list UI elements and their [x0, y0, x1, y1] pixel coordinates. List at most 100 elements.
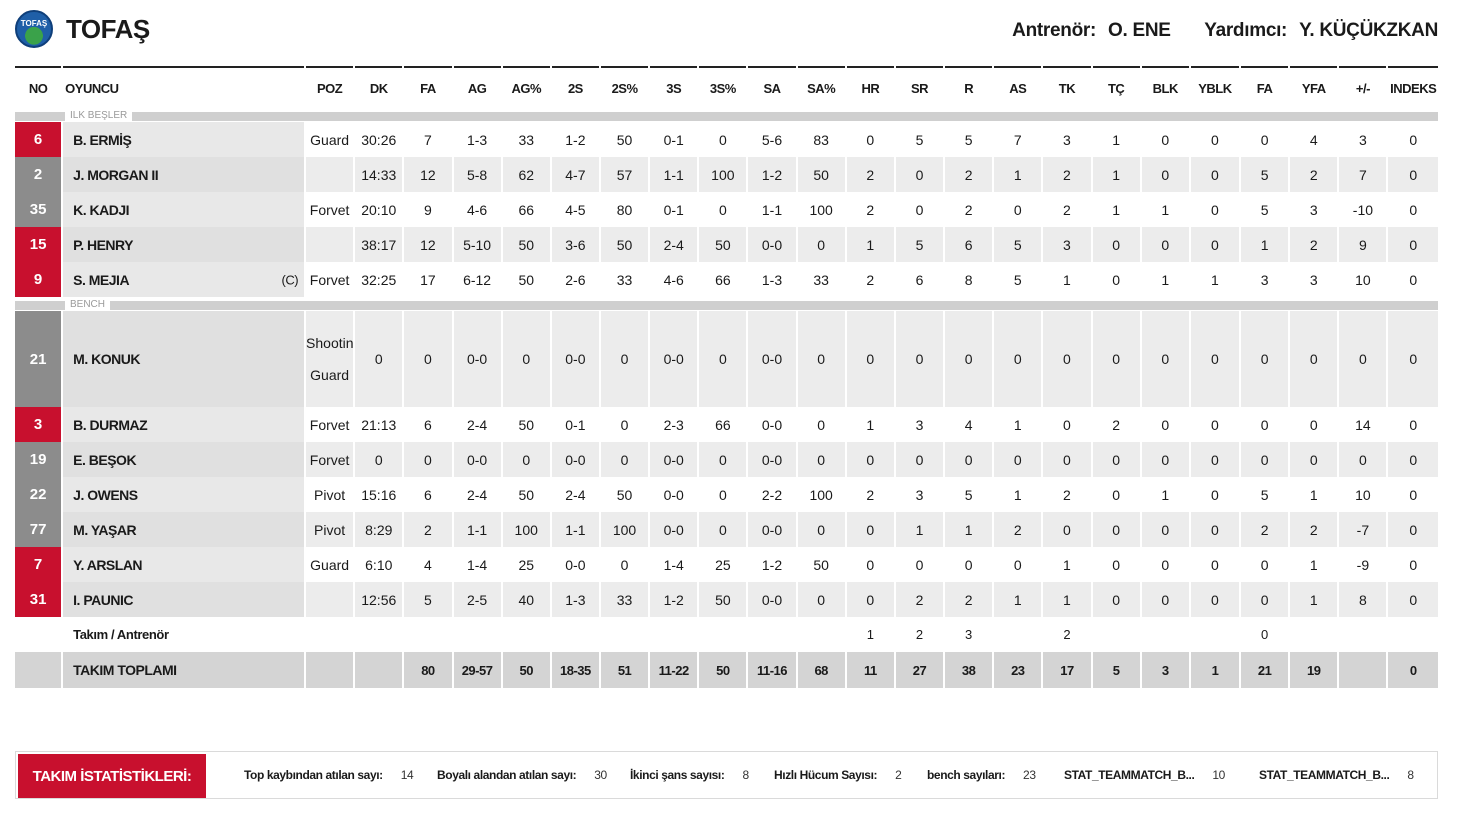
player-row[interactable]: 22 J. OWENS Pivot 15:16 6 2-4 50 2-4 50 0-0 0 2-2 10… [15, 477, 1438, 512]
player-position: Pivot [306, 512, 354, 547]
team-stat-label: STAT_TEAMMATCH_B... [1259, 768, 1390, 782]
stat-cell: 0 [1092, 547, 1140, 582]
column-header: SA [748, 66, 796, 108]
stat-cell: 0-0 [551, 311, 599, 407]
stat-cell: 0-0 [453, 442, 501, 477]
stat-cell: 21:13 [355, 407, 403, 442]
player-name[interactable]: Y. ARSLAN [63, 547, 305, 582]
total-cell [355, 652, 403, 688]
jersey-number: 15 [15, 227, 62, 262]
player-row[interactable]: 7 Y. ARSLAN Guard 6:10 4 1-4 25 0-0 0 1-4 25 1-2 50 0… [15, 547, 1438, 582]
stat-cell: 6-12 [453, 262, 501, 297]
column-header: TK [1043, 66, 1091, 108]
team-total-row: TAKIM TOPLAMI 80 29-57 50 18-35 51 11-22 50 11-1… [15, 652, 1438, 688]
coach-label: Antrenör: [1012, 20, 1097, 41]
player-row[interactable]: 2 J. MORGAN II 14:33 12 5-8 62 4-7 57 1-1 100 1-2 5… [15, 157, 1438, 192]
total-cell: 11-22 [650, 652, 698, 688]
stat-cell: 5 [945, 122, 993, 157]
section-label: BENCH [65, 297, 111, 311]
stat-cell: 2 [1290, 512, 1338, 547]
stat-cell: 1 [1043, 582, 1091, 617]
stat-cell: 2 [1043, 477, 1091, 512]
stat-cell: 6 [895, 262, 944, 297]
stat-cell: 0 [1190, 122, 1240, 157]
stat-cell: 2 [1043, 157, 1091, 192]
stat-cell: 3 [1043, 227, 1091, 262]
stat-cell: 0 [1339, 442, 1387, 477]
stat-cell: 50 [502, 407, 550, 442]
stat-cell: 0 [797, 512, 845, 547]
player-row[interactable]: 31 I. PAUNIC 12:56 5 2-5 40 1-3 33 1-2 50 0-0 0 0 2 2 1… [15, 582, 1438, 617]
stat-cell: 2-6 [551, 262, 599, 297]
player-name[interactable]: E. BEŞOK [63, 442, 305, 477]
stat-cell: 0-0 [748, 442, 796, 477]
stat-cell: 1 [1241, 227, 1289, 262]
stat-cell: 0 [600, 407, 649, 442]
stat-cell: 2 [1241, 512, 1289, 547]
stat-cell [1339, 617, 1386, 652]
stat-cell: 1 [1092, 192, 1140, 227]
stat-cell: 3 [895, 407, 944, 442]
player-name[interactable]: K. KADJI [63, 192, 305, 227]
stat-cell: 0-0 [650, 311, 698, 407]
player-name[interactable]: S. MEJIA (C) [63, 262, 305, 297]
stat-cell: 0 [1388, 311, 1438, 407]
player-row[interactable]: 35 K. KADJI Forvet 20:10 9 4-6 66 4-5 80 0-1 0 1-1 1… [15, 192, 1438, 227]
player-row[interactable]: 9 S. MEJIA (C) Forvet 32:25 17 6-12 50 2-6 33 4-6 6… [15, 262, 1438, 297]
stat-cell: 9 [1339, 227, 1387, 262]
stat-cell: 50 [797, 157, 845, 192]
stat-cell: 50 [502, 262, 550, 297]
player-row[interactable]: 6 B. ERMİŞ Guard 30:26 7 1-3 33 1-2 50 0-1 0 5-6 83 0… [15, 122, 1438, 157]
player-row[interactable]: 77 M. YAŞAR Pivot 8:29 2 1-1 100 1-1 100 0-0 0 0-0 0… [15, 512, 1438, 547]
stat-cell [748, 617, 795, 652]
stat-cell: 0 [1260, 627, 1269, 642]
stat-cell: 0 [1241, 122, 1289, 157]
stat-cell: 0 [797, 311, 845, 407]
jersey-number: 9 [15, 262, 62, 297]
jersey-number: 3 [15, 407, 62, 442]
player-row[interactable]: 19 E. BEŞOK Forvet 0 0 0-0 0 0-0 0 0-0 0 0-0 0 0 0 0 0 0 0… [15, 442, 1438, 477]
stat-cell: 50 [600, 122, 649, 157]
total-cell: 19 [1290, 652, 1338, 688]
stat-cell: 50 [502, 227, 550, 262]
player-name[interactable]: B. DURMAZ [63, 407, 305, 442]
player-row[interactable]: 21M. KONUKShooting Guard000-000-000-000-… [15, 311, 1438, 407]
jersey-number: 21 [15, 311, 62, 407]
stat-cell: 0 [895, 311, 944, 407]
stat-cell [601, 617, 648, 652]
stat-cell: 3 [1043, 122, 1091, 157]
stat-cell: 0 [1190, 547, 1240, 582]
stat-cell: 0 [600, 547, 649, 582]
stat-cell: 0 [502, 442, 550, 477]
column-header: +/- [1339, 66, 1387, 108]
stat-cell: 2-4 [551, 477, 599, 512]
stat-cell: 1-3 [453, 122, 501, 157]
player-name[interactable]: B. ERMİŞ [63, 122, 305, 157]
stat-cell: 0-0 [551, 547, 599, 582]
player-name[interactable]: M. KONUK [63, 311, 305, 407]
player-row[interactable]: 3 B. DURMAZ Forvet 21:13 6 2-4 50 0-1 0 2-3 66 0-0 0… [15, 407, 1438, 442]
player-row[interactable]: 15 P. HENRY 38:17 12 5-10 50 3-6 50 2-4 50 0-0 0 1 5 6… [15, 227, 1438, 262]
stat-cell: 0 [699, 122, 747, 157]
stat-cell [994, 617, 1041, 652]
team-stat-item: İkinci şans sayısı: 8 [630, 752, 749, 798]
player-name[interactable]: J. MORGAN II [63, 157, 305, 192]
player-name[interactable]: I. PAUNIC [63, 582, 305, 617]
column-header: 2S [551, 66, 599, 108]
player-name[interactable]: J. OWENS [63, 477, 305, 512]
stat-cell: 0 [1241, 442, 1289, 477]
stat-cell: 4 [404, 547, 452, 582]
player-name[interactable]: M. YAŞAR [63, 512, 305, 547]
stat-cell: 3 [965, 627, 973, 642]
stat-cell: 1 [846, 227, 894, 262]
stat-cell: 5 [994, 262, 1042, 297]
stat-cell: 1-2 [650, 582, 698, 617]
stat-cell: 50 [797, 547, 845, 582]
stat-cell: 0-1 [650, 192, 698, 227]
table-header-row: NO OYUNCU POZ DK FA AG AG% 2S 2S% 3S 3S% SA SA% HR SR R… [15, 66, 1438, 108]
section-label: ILK BEŞLER [65, 108, 133, 122]
player-name[interactable]: P. HENRY [63, 227, 305, 262]
total-cell: 27 [895, 652, 944, 688]
stat-cell: 5 [895, 227, 944, 262]
stat-cell: 0 [1190, 227, 1240, 262]
